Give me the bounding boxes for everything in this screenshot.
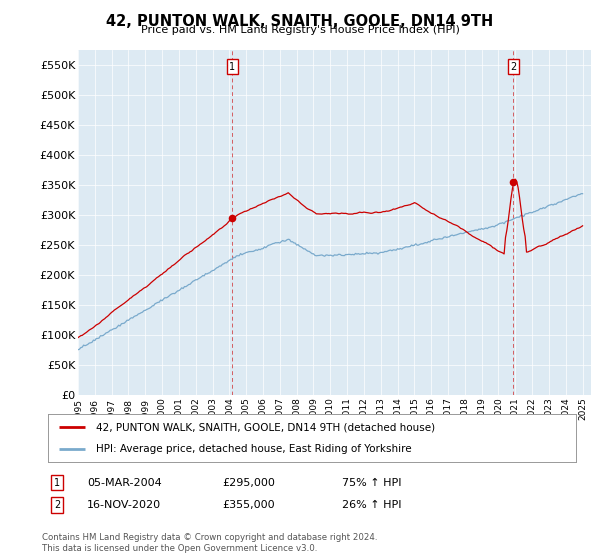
Text: 1: 1 [229,62,235,72]
Text: 1: 1 [54,478,60,488]
Text: £355,000: £355,000 [222,500,275,510]
Point [508,178,518,186]
Text: HPI: Average price, detached house, East Riding of Yorkshire: HPI: Average price, detached house, East… [95,444,411,454]
Text: 05-MAR-2004: 05-MAR-2004 [87,478,162,488]
Text: £295,000: £295,000 [222,478,275,488]
Text: Contains HM Land Registry data © Crown copyright and database right 2024.
This d: Contains HM Land Registry data © Crown c… [42,533,377,553]
Text: 26% ↑ HPI: 26% ↑ HPI [342,500,401,510]
Text: 16-NOV-2020: 16-NOV-2020 [87,500,161,510]
Text: 75% ↑ HPI: 75% ↑ HPI [342,478,401,488]
Text: 2: 2 [54,500,60,510]
Text: 42, PUNTON WALK, SNAITH, GOOLE, DN14 9TH (detached house): 42, PUNTON WALK, SNAITH, GOOLE, DN14 9TH… [95,422,434,432]
Text: 42, PUNTON WALK, SNAITH, GOOLE, DN14 9TH: 42, PUNTON WALK, SNAITH, GOOLE, DN14 9TH [106,14,494,29]
Point [227,213,237,222]
Text: 2: 2 [510,62,517,72]
Text: Price paid vs. HM Land Registry's House Price Index (HPI): Price paid vs. HM Land Registry's House … [140,25,460,35]
